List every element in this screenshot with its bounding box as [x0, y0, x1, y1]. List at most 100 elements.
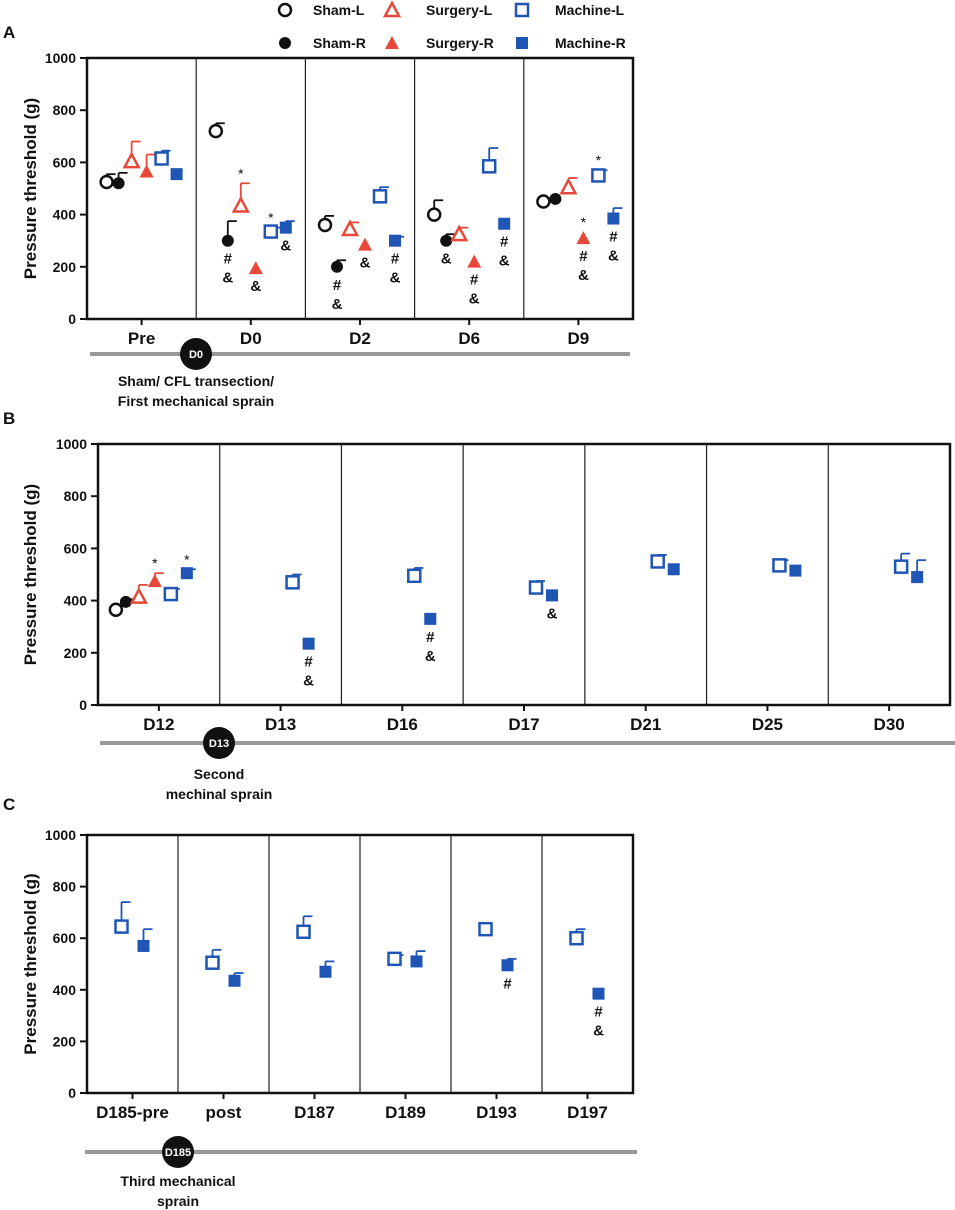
point-marker	[231, 195, 250, 213]
data-point-sham-l	[99, 173, 116, 190]
x-tick-label: D189	[385, 1103, 426, 1122]
point-marker	[248, 261, 263, 275]
point-marker	[569, 930, 584, 946]
timeline-caption: Second	[194, 766, 245, 782]
y-tick-label: 800	[64, 488, 88, 504]
data-point-machine-l	[163, 586, 180, 602]
ampersand-annotation: &	[469, 291, 480, 308]
ampersand-annotation: &	[593, 1023, 604, 1040]
legend-item-sham-l: Sham-L	[277, 2, 365, 18]
point-marker	[122, 151, 141, 169]
ampersand-annotation: &	[608, 248, 619, 265]
data-point-sham-r	[119, 595, 135, 608]
legend-item-machine-l: Machine-L	[514, 2, 625, 18]
data-point-machine-r	[789, 564, 802, 577]
plot-frame	[85, 56, 635, 321]
significance-star: *	[152, 555, 158, 571]
x-tick-label: D17	[508, 715, 539, 734]
point-marker	[154, 151, 169, 166]
point-marker	[559, 177, 578, 195]
point-marker	[893, 559, 909, 574]
point-marker	[112, 177, 125, 190]
hash-annotation: #	[333, 277, 342, 294]
legend-marker-icon	[382, 0, 402, 18]
data-point-sham-l	[426, 199, 444, 222]
x-tick-label: D6	[458, 329, 480, 348]
legend-marker-icon	[516, 37, 528, 49]
hash-annotation: #	[470, 272, 479, 289]
hash-annotation: #	[594, 1004, 603, 1021]
data-point-machine-l	[296, 915, 313, 939]
data-point-machine-r: &	[546, 589, 558, 622]
hash-annotation: #	[224, 251, 233, 268]
data-point-machine-r: #&	[607, 207, 623, 265]
significance-star: *	[184, 551, 190, 567]
y-tick-label: 600	[64, 540, 88, 556]
data-point-machine-r	[137, 928, 153, 952]
y-tick-label: 200	[53, 1033, 77, 1049]
point-marker	[317, 217, 333, 233]
data-point-machine-r: #&	[302, 637, 315, 690]
x-tick-label: D185-pre	[96, 1103, 169, 1122]
x-tick-label: D13	[265, 715, 296, 734]
y-tick-label: 400	[53, 207, 77, 223]
timeline-marker	[162, 1136, 194, 1168]
point-marker	[410, 955, 423, 968]
chart-panel-b: 0 200 400 600 800 1000 Pressure threshold (g) D…	[21, 436, 955, 802]
data-point-machine-l	[772, 558, 789, 573]
y-axis-label: Pressure threshold (g)	[21, 484, 40, 665]
data-point-sham-l	[536, 194, 551, 209]
point-marker	[108, 602, 124, 617]
hash-annotation: #	[426, 629, 435, 646]
ampersand-annotation: &	[499, 253, 510, 270]
y-tick-label: 0	[79, 697, 87, 713]
data-point-machine-l	[650, 554, 667, 569]
data-point-surgery-l	[122, 140, 141, 169]
x-tick-label: D16	[387, 715, 418, 734]
data-point-surgery-r	[139, 153, 156, 178]
data-point-machine-l	[387, 951, 404, 967]
panel-letter-c: C	[3, 795, 15, 814]
legend-marker-icon	[514, 2, 530, 18]
point-marker	[340, 219, 360, 237]
timeline-caption: Sham/ CFL transection/	[118, 373, 274, 389]
data-point-surgery-r: * # &	[576, 214, 591, 284]
data-point-machine-r	[667, 563, 680, 576]
y-tick-label: 1000	[56, 436, 87, 452]
data-point-surgery-l: *	[231, 165, 250, 213]
point-marker	[296, 924, 311, 939]
y-tick-label: 600	[53, 154, 77, 170]
point-marker	[650, 554, 665, 569]
point-marker	[536, 194, 551, 209]
point-marker	[549, 192, 562, 205]
point-marker	[129, 587, 148, 604]
timeline-marker-label: D185	[165, 1147, 191, 1159]
point-marker	[263, 224, 279, 239]
point-marker	[180, 567, 193, 580]
data-point-machine-l	[372, 186, 389, 204]
x-tick-label: post	[206, 1103, 242, 1122]
legend-label: Sham-L	[313, 2, 365, 18]
data-point-machine-l	[893, 552, 911, 574]
y-tick-label: 200	[53, 259, 77, 275]
data-point-machine-l	[407, 567, 424, 584]
point-marker	[205, 955, 220, 970]
timeline-marker	[180, 338, 212, 370]
y-tick-label: 1000	[45, 827, 76, 843]
point-marker	[221, 234, 234, 247]
data-point-machine-r: #&	[389, 234, 404, 287]
timeline-marker-label: D13	[209, 738, 229, 750]
y-axis-label: Pressure threshold (g)	[21, 98, 40, 279]
hash-annotation: #	[304, 654, 313, 671]
y-tick-label: 200	[64, 645, 88, 661]
point-marker	[501, 959, 514, 972]
point-marker	[424, 612, 437, 625]
y-tick-label: 800	[53, 879, 77, 895]
x-tick-label: D25	[752, 715, 783, 734]
point-marker	[478, 921, 493, 937]
data-point-machine-r: #&	[424, 612, 437, 665]
y-tick-label: 0	[68, 1085, 76, 1101]
point-marker	[546, 589, 558, 602]
hash-annotation: #	[609, 229, 618, 246]
ampersand-annotation: &	[390, 270, 401, 287]
